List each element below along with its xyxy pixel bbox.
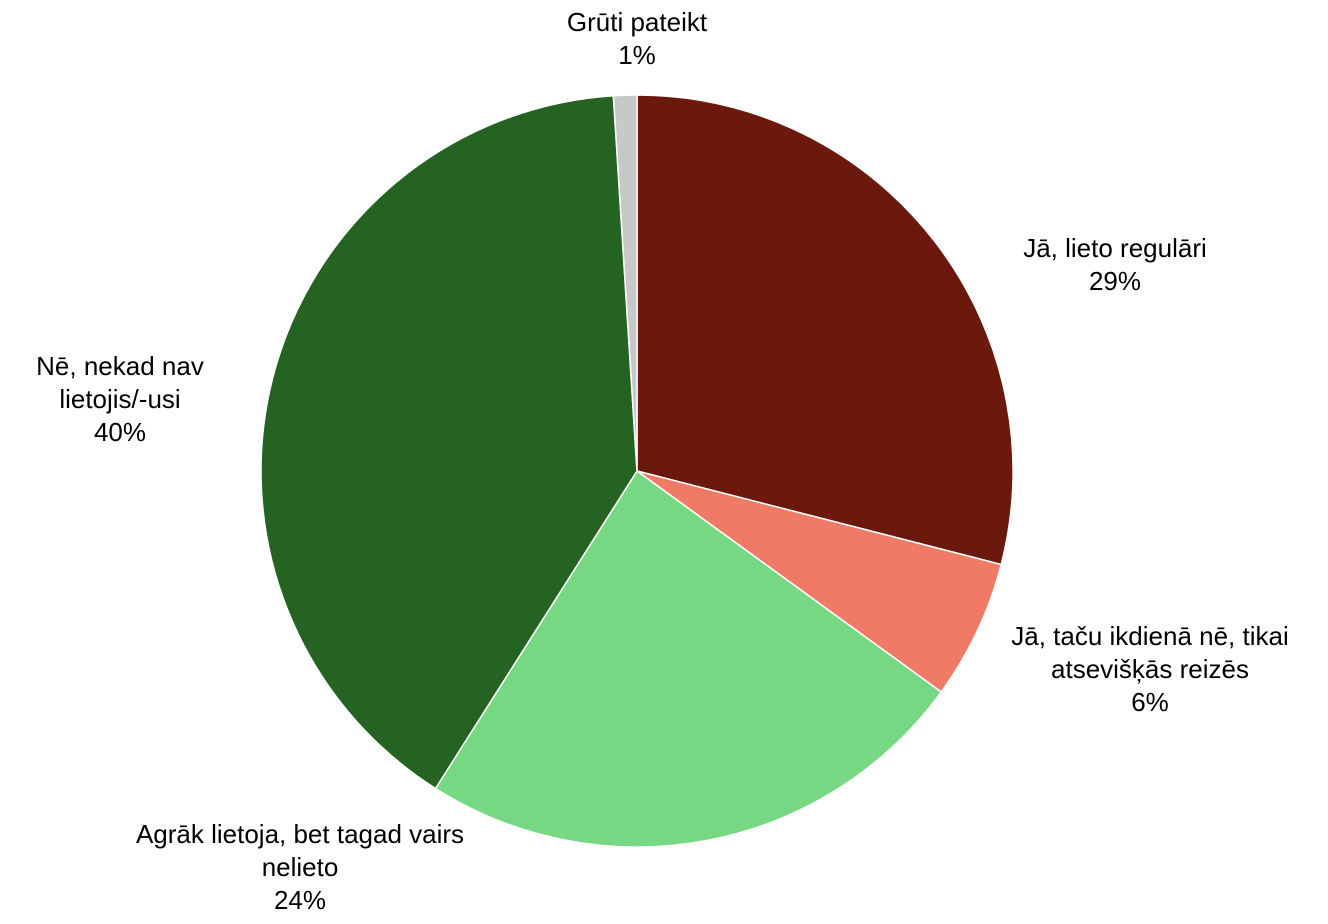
value-label: 6% (1131, 687, 1169, 717)
category-label: Jā, taču ikdienā nē, tikai atsevišķās re… (1011, 621, 1289, 684)
pie-slice (612, 94, 638, 472)
category-label: Jā, lieto regulāri (1023, 233, 1207, 263)
pie-slice (260, 94, 638, 790)
category-label: Agrāk lietoja, bet tagad vairs nelieto (135, 819, 465, 882)
slice-label: Nē, nekad nav lietojis/-usi 40% (10, 350, 230, 449)
category-label: Grūti pateikt (566, 7, 708, 37)
category-label: Nē, nekad nav lietojis/-usi (36, 351, 204, 414)
pie-slice (434, 469, 943, 848)
value-label: 29% (1088, 266, 1142, 296)
slice-label: Jā, lieto regulāri 29% (965, 232, 1265, 298)
slice-label: Grūti pateikt 1% (487, 6, 787, 72)
value-label: 1% (618, 40, 656, 70)
slice-label: Agrāk lietoja, bet tagad vairs nelieto 24… (130, 818, 470, 917)
pie-slice (636, 470, 1003, 694)
value-label: 40% (93, 417, 147, 447)
pie-slice (636, 94, 1014, 566)
slice-label: Jā, taču ikdienā nē, tikai atsevišķās re… (980, 620, 1320, 719)
value-label: 24% (273, 885, 327, 915)
